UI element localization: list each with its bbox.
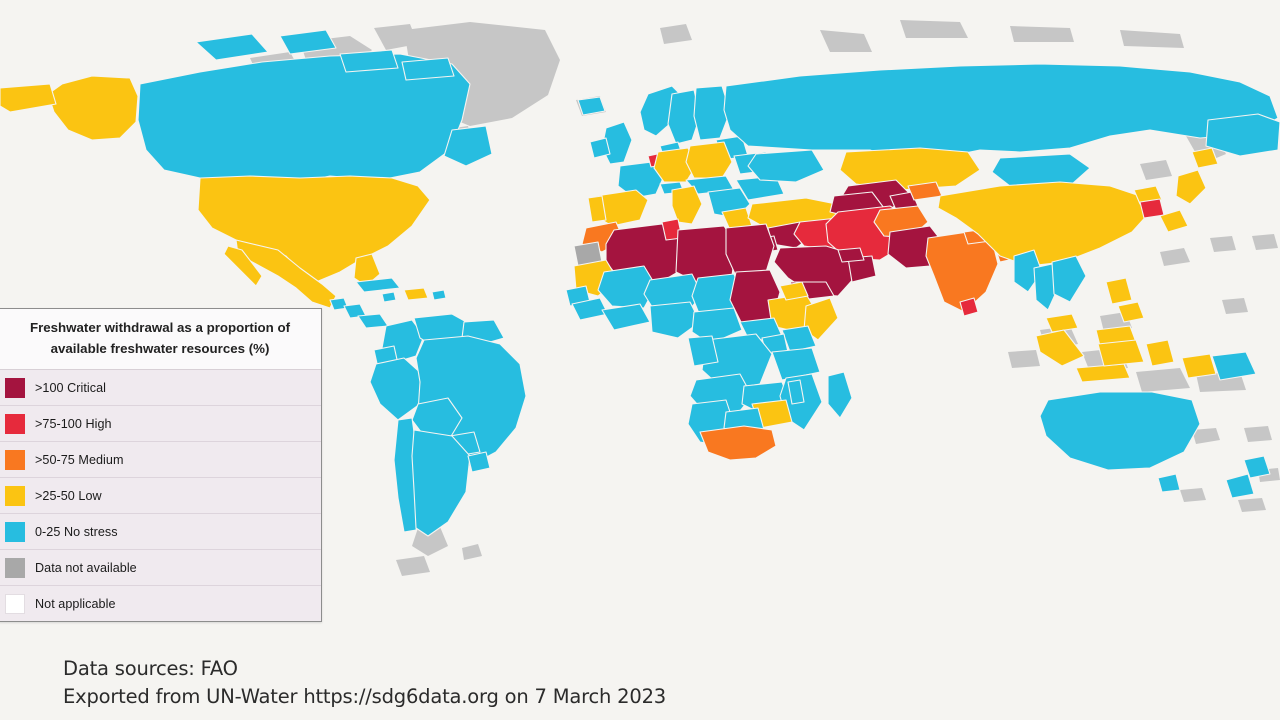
country-thailand [1033,263,1059,311]
country-new-zealand-north [1243,455,1271,479]
legend-swatch-no-stress [5,521,25,542]
legend-item-not-applicable[interactable]: Not applicable [0,586,321,622]
legend-swatch-critical [5,377,25,398]
country-tanzania [771,347,821,381]
legend-item-low[interactable]: >25-50 Low [0,478,321,515]
country-canada [137,53,471,183]
country-tasmania [1157,473,1181,493]
country-somalia [803,297,839,341]
legend-item-no-stress[interactable]: 0-25 No stress [0,514,321,551]
legend-swatch-low [5,485,25,506]
country-portugal [587,195,607,223]
legend-label-no-stress: 0-25 No stress [35,524,118,539]
legend-swatch-not-applicable [5,593,25,614]
legend-swatch-medium [5,449,25,470]
country-papua-new-guinea [1211,351,1257,381]
legend-item-no-data[interactable]: Data not available [0,550,321,587]
country-germany [653,147,697,183]
country-nigeria [649,301,701,339]
country-malaysia [1045,313,1079,333]
legend-label-low: >25-50 Low [35,488,102,503]
country-mexico [235,239,337,309]
country-hispaniola [403,287,429,301]
country-cameroon-car [691,307,743,345]
country-baja [223,245,263,287]
country-australia [1039,391,1201,471]
country-indonesia-kalimantan [1097,339,1145,367]
legend-title-line-2: available freshwater resources (%) [50,340,270,356]
country-italy [671,185,703,225]
country-jamaica [381,291,397,303]
country-philippines-south [1117,301,1145,323]
legend-label-no-data: Data not available [35,560,137,575]
map-legend-panel: Freshwater withdrawal as a proportion of… [0,308,322,623]
country-canada-islands-c [339,49,399,73]
legend-title-line-1: Freshwater withdrawal as a proportion of [29,320,291,335]
country-russian-federation [723,63,1279,161]
country-south-africa [699,425,777,461]
legend-item-critical[interactable]: >100 Critical [0,370,321,407]
country-japan-south [1159,209,1189,233]
country-canada-islands-b [279,29,337,55]
country-philippines [1105,277,1133,305]
country-cuba [355,277,401,293]
legend-label-medium: >50-75 Medium [35,452,124,467]
legend-label-critical: >100 Critical [35,380,106,395]
country-madagascar [827,371,853,419]
country-canada-islands-d [401,57,455,81]
country-gabon-congo [687,335,719,367]
legend-swatch-no-data [5,557,25,578]
country-mali [597,265,657,309]
country-indonesia-papua [1181,353,1217,379]
footer-attribution: Data sources: FAO Exported from UN-Water… [63,655,666,710]
country-alaska [47,75,139,141]
country-puerto-rico [431,289,447,301]
country-ireland [589,137,611,159]
legend-label-high: >75-100 High [35,416,112,431]
country-russia-east-tip [1205,113,1280,157]
legend-item-high[interactable]: >75-100 High [0,406,321,443]
country-kenya [781,325,817,353]
country-alaska-panhandle [0,83,57,113]
country-canada-labrador [443,125,493,167]
country-malawi [787,379,805,405]
country-mongolia [991,153,1091,187]
country-kazakhstan [839,147,981,191]
country-japan-hokkaido [1191,147,1219,169]
country-uae-qatar-kuwait [837,247,865,263]
footer-export-note: Exported from UN-Water https://sdg6data.… [63,684,667,708]
country-fills-layer [0,29,1280,537]
country-oman [847,255,877,283]
legend-item-medium[interactable]: >50-75 Medium [0,442,321,479]
country-peru [369,357,425,421]
country-eritrea-djibouti [779,281,809,301]
legend-label-not-applicable: Not applicable [35,596,116,611]
country-iceland [577,96,606,116]
country-korea-south [1139,198,1165,219]
country-sweden [667,89,701,145]
country-finland [693,85,731,141]
country-sri-lanka [959,297,979,317]
country-vietnam-laos-cambodia [1051,255,1087,303]
footer-data-sources: Data sources: FAO [63,657,238,680]
country-new-zealand-south [1225,473,1255,499]
country-indonesia-sulawesi [1145,339,1175,367]
country-canada-islands-a [195,33,269,61]
country-indonesia-sumatra [1035,329,1085,367]
country-egypt [725,223,775,277]
country-argentina [411,429,471,537]
country-cotedivoire-ghana [601,303,651,331]
country-poland [685,141,733,179]
country-china [937,181,1151,267]
country-saudi-arabia [773,245,857,297]
country-japan [1175,169,1207,205]
country-uruguay [467,451,491,473]
legend-swatch-high [5,413,25,434]
legend-title: Freshwater withdrawal as a proportion of… [0,309,321,371]
